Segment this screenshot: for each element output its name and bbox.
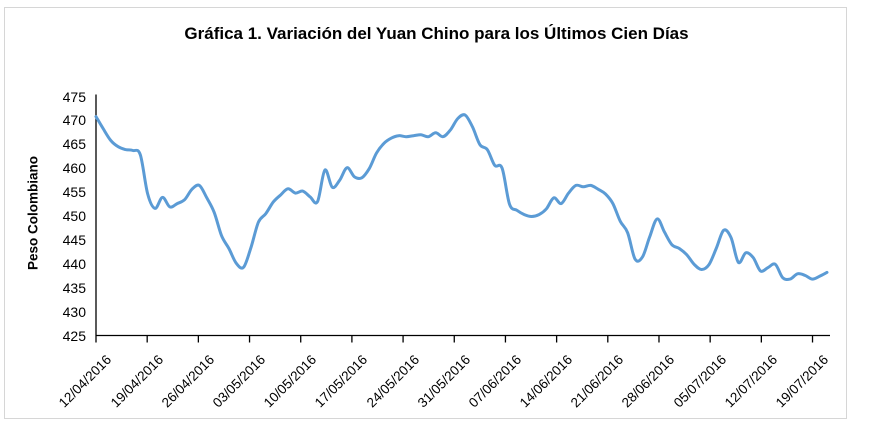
y-tick-label: 470 [62,112,86,129]
y-tick-label: 425 [62,327,86,344]
y-tick-label: 440 [62,255,86,272]
y-tick-label: 450 [62,208,86,224]
y-tick-label: 475 [62,88,86,105]
y-tick-label: 465 [62,136,86,153]
y-tick-label: 460 [62,160,86,177]
chart-frame [4,7,847,419]
yuan-variation-line [94,113,829,282]
y-tick-label: 455 [62,184,86,201]
y-tick-label: 435 [62,279,86,296]
y-tick-label: 445 [62,231,86,248]
y-tick-label: 430 [62,303,86,320]
chart-title: Gráfica 1. Variación del Yuan Chino para… [184,24,689,43]
